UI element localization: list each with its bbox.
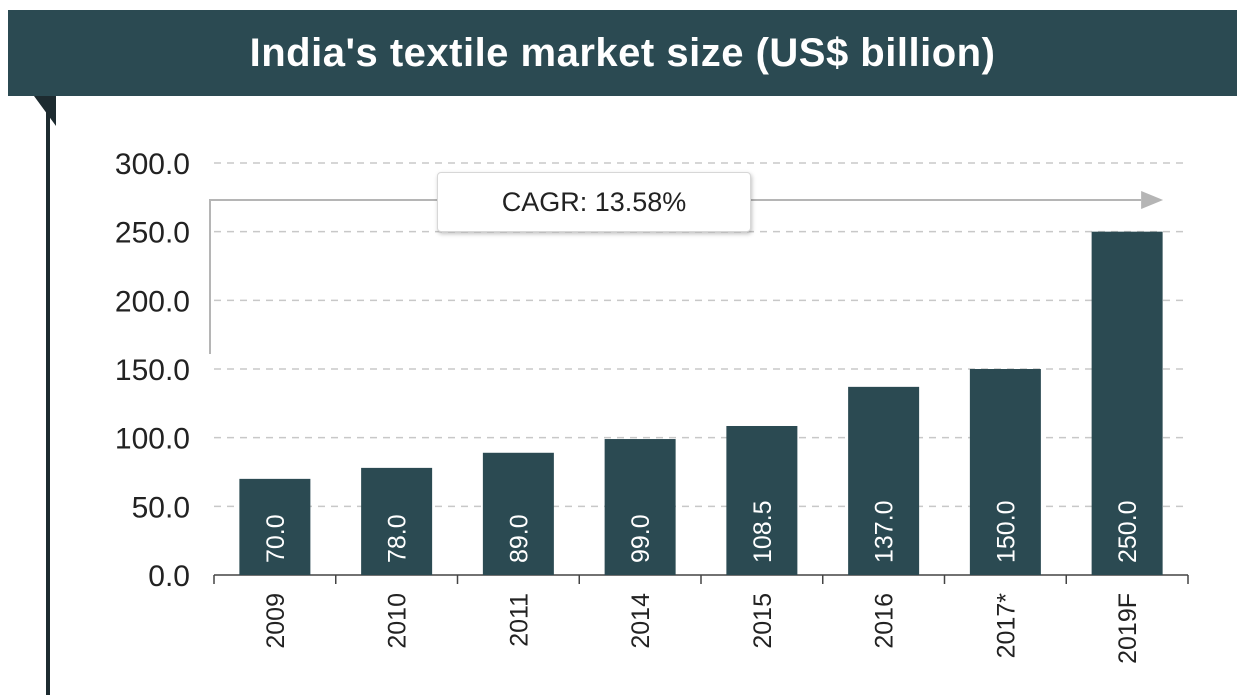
x-tick-label: 2011 bbox=[505, 593, 533, 647]
cagr-arrow bbox=[209, 191, 1164, 354]
y-tick-label: 250.0 bbox=[115, 217, 190, 250]
title-corner-fold bbox=[34, 96, 56, 126]
left-border-rule bbox=[46, 96, 50, 695]
y-tick-label: 200.0 bbox=[115, 285, 190, 318]
bar-value-label: 137.0 bbox=[871, 500, 899, 563]
chart-title: India's textile market size (US$ billion… bbox=[249, 30, 996, 75]
x-tick-label: 2017* bbox=[992, 593, 1020, 659]
bar bbox=[726, 425, 798, 575]
cagr-annotation: CAGR: 13.58% bbox=[437, 172, 751, 232]
x-tick-label: 2009 bbox=[262, 593, 290, 649]
y-tick-label: 300.0 bbox=[115, 148, 190, 181]
x-tick-label: 2014 bbox=[627, 593, 655, 649]
bar-value-label: 89.0 bbox=[505, 514, 533, 563]
x-tick-label: 2016 bbox=[871, 593, 899, 649]
y-tick-label: 0.0 bbox=[148, 560, 190, 593]
x-tick-label: 2010 bbox=[384, 593, 412, 649]
bar bbox=[361, 467, 433, 575]
bar-value-label: 108.5 bbox=[749, 500, 777, 563]
bar-value-label: 250.0 bbox=[1114, 500, 1142, 563]
y-tick-label: 150.0 bbox=[115, 354, 190, 387]
bars bbox=[239, 231, 1163, 575]
cagr-label: CAGR: 13.58% bbox=[501, 186, 687, 217]
bar bbox=[239, 478, 311, 575]
axes bbox=[213, 574, 1189, 584]
bar bbox=[969, 369, 1041, 575]
bar-value-label: 78.0 bbox=[384, 514, 412, 563]
bar-value-label: 99.0 bbox=[627, 514, 655, 563]
bar bbox=[604, 439, 676, 575]
x-tick-label: 2015 bbox=[749, 593, 777, 649]
labels: 0.0 50.0 100.0 150.0 200.0 250.0 300.0 70.0 2009… bbox=[115, 148, 1142, 664]
chart-title-bar: India's textile market size (US$ billion… bbox=[8, 10, 1237, 96]
bar-value-label: 70.0 bbox=[262, 514, 290, 563]
bar bbox=[1091, 231, 1163, 575]
bar bbox=[482, 452, 554, 575]
y-tick-label: 50.0 bbox=[132, 491, 190, 524]
bar-value-label: 150.0 bbox=[992, 500, 1020, 563]
bar bbox=[848, 386, 920, 575]
x-tick-label: 2019F bbox=[1114, 593, 1142, 664]
cagr-arrow-head bbox=[1141, 191, 1164, 209]
y-tick-label: 100.0 bbox=[115, 423, 190, 456]
cagr-arrow-line bbox=[209, 199, 1142, 354]
